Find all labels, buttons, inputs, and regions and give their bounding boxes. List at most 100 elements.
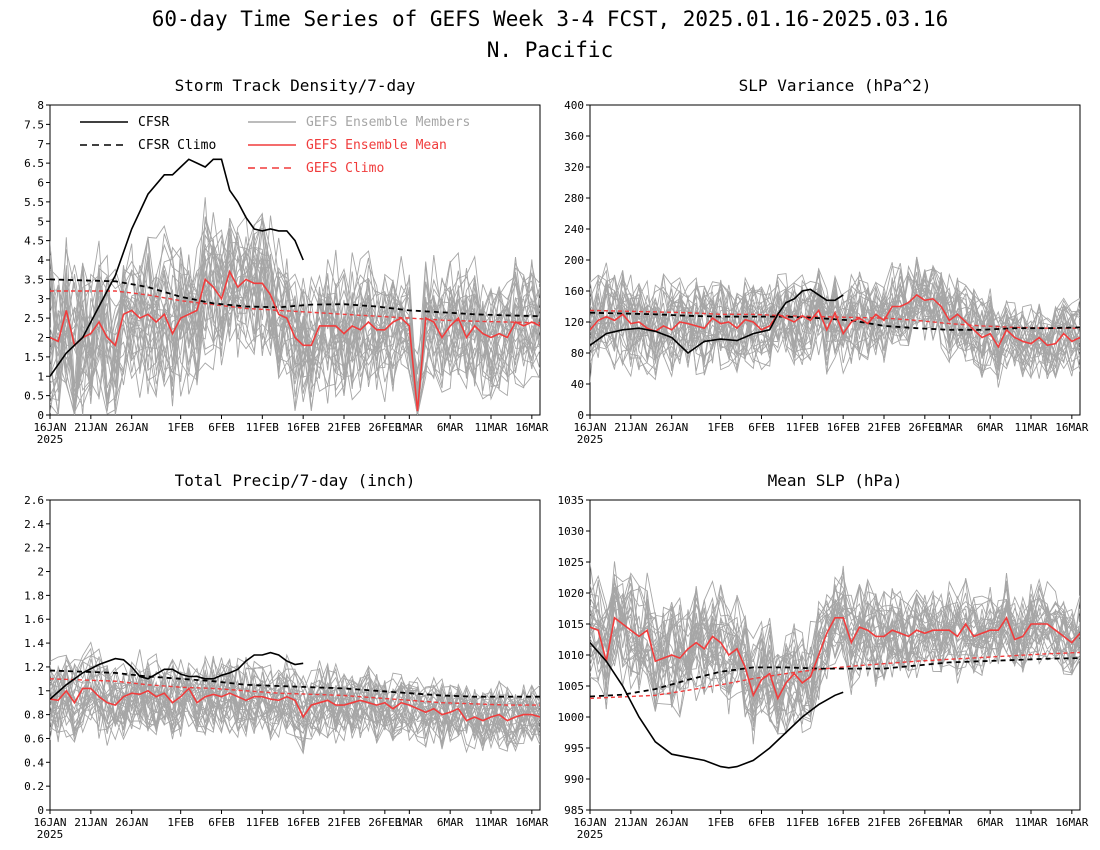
x-tick-label: 26FEB (368, 816, 401, 829)
ensemble-member-line (590, 565, 1080, 725)
x-tick-label: 26FEB (908, 421, 941, 434)
ensemble-member-line (590, 574, 1080, 692)
x-tick-label: 16JAN (33, 421, 66, 434)
ensemble-member-line (50, 217, 540, 402)
x-tick-label: 16MAR (1055, 816, 1088, 829)
series-ens-mean (590, 293, 1080, 349)
figure-title-line2: N. Pacific (487, 38, 613, 62)
ensemble-member-line (590, 271, 1080, 388)
ensemble-member-line (590, 262, 1080, 363)
y-tick-label: 3 (37, 293, 44, 306)
x-tick-label: 21FEB (327, 816, 360, 829)
series-cfsr (590, 288, 844, 355)
y-tick-label: 1.2 (24, 661, 44, 674)
series-gefs-climo (590, 309, 1080, 329)
y-tick-label: 4.5 (24, 235, 44, 248)
x-tick-label: 11FEB (786, 421, 819, 434)
y-tick-label: 985 (564, 804, 584, 817)
x-tick-label: 21JAN (614, 421, 647, 434)
panel-title: Mean SLP (hPa) (768, 471, 903, 490)
x-tick-label: 16FEB (287, 421, 320, 434)
x-tick-label: 6MAR (977, 421, 1004, 434)
x-tick-label: 16MAR (515, 421, 548, 434)
x-tick-label: 11FEB (246, 816, 279, 829)
ensemble-member-line (50, 656, 540, 732)
ensemble-member-line (50, 660, 540, 734)
ensemble-member-line (50, 671, 540, 742)
x-tick-label: 1FEB (707, 816, 734, 829)
x-tick-label: 6MAR (437, 816, 464, 829)
figure-title-line1: 60-day Time Series of GEFS Week 3-4 FCST… (152, 7, 949, 31)
ensemble-member-line (590, 274, 1080, 379)
y-tick-label: 40 (571, 378, 584, 391)
y-tick-label: 7 (37, 138, 44, 151)
legend-label: GEFS Ensemble Members (306, 115, 470, 130)
ensemble-member-line (50, 212, 540, 388)
ensemble-member-line (50, 666, 540, 750)
y-tick-label: 280 (564, 192, 584, 205)
y-tick-label: 995 (564, 742, 584, 755)
x-tick-label: 1MAR (396, 421, 423, 434)
ensemble-member-line (50, 233, 540, 415)
y-tick-label: 4 (37, 254, 44, 267)
y-tick-label: 8 (37, 99, 44, 112)
ensemble-member-line (590, 288, 1080, 380)
y-tick-label: 1035 (558, 494, 585, 507)
y-tick-label: 1000 (558, 711, 585, 724)
y-tick-label: 2.5 (24, 312, 44, 325)
y-tick-label: 80 (571, 347, 584, 360)
legend: CFSR CFSR Climo GEFS Ensemble Members GEFS … (80, 115, 470, 176)
x-tick-label: 26JAN (115, 421, 148, 434)
series-cfsr-climo (590, 311, 1080, 331)
x-tick-label: 21JAN (74, 421, 107, 434)
panel-title: SLP Variance (hPa^2) (739, 76, 932, 95)
y-tick-label: 1025 (558, 556, 585, 569)
y-tick-label: 7.5 (24, 118, 44, 131)
y-tick-label: 1010 (558, 649, 585, 662)
x-tick-label: 21FEB (867, 816, 900, 829)
y-tick-label: 1030 (558, 525, 585, 538)
plot-area (50, 641, 540, 755)
y-tick-label: 5 (37, 215, 44, 228)
ensemble-member-line (50, 220, 540, 388)
x-tick-label: 6FEB (208, 421, 235, 434)
y-tick-label: 1 (37, 685, 44, 698)
x-year-label: 2025 (37, 828, 64, 841)
x-tick-label: 11FEB (246, 421, 279, 434)
plot-area (590, 561, 1080, 769)
y-tick-label: 1 (37, 370, 44, 383)
x-tick-label: 16JAN (33, 816, 66, 829)
x-tick-label: 16FEB (287, 816, 320, 829)
x-tick-label: 16MAR (1055, 421, 1088, 434)
series-ens-mean (50, 687, 540, 722)
x-year-label: 2025 (577, 433, 604, 446)
x-tick-label: 21JAN (614, 816, 647, 829)
chart-panel-2: SLP Variance (hPa^2) 0 40 80 120 160 200 240 280… (564, 76, 1089, 446)
x-tick-label: 26FEB (908, 816, 941, 829)
ensemble-members (590, 256, 1080, 388)
ensemble-member-line (590, 268, 1080, 363)
series-gefs-climo (50, 678, 540, 706)
plot-area (50, 158, 540, 415)
y-tick-label: 0.6 (24, 732, 44, 745)
legend-label: CFSR Climo (138, 138, 216, 153)
series-cfsr (590, 642, 844, 769)
series-cfsr (50, 651, 304, 700)
x-tick-label: 11MAR (1014, 421, 1047, 434)
ensemble-members (590, 561, 1080, 745)
plot-area (590, 256, 1080, 388)
x-year-label: 2025 (37, 433, 64, 446)
x-tick-label: 26FEB (368, 421, 401, 434)
ensemble-member-line (50, 685, 540, 752)
series-ens-mean (50, 269, 540, 412)
y-tick-label: 2.2 (24, 542, 44, 555)
ensemble-member-line (590, 586, 1080, 717)
ensemble-member-line (590, 585, 1080, 736)
ensemble-member-line (590, 577, 1080, 733)
series-cfsr-climo (50, 278, 540, 318)
x-tick-label: 16MAR (515, 816, 548, 829)
y-tick-label: 0.8 (24, 709, 44, 722)
x-tick-label: 1FEB (167, 816, 194, 829)
x-tick-label: 16FEB (827, 816, 860, 829)
